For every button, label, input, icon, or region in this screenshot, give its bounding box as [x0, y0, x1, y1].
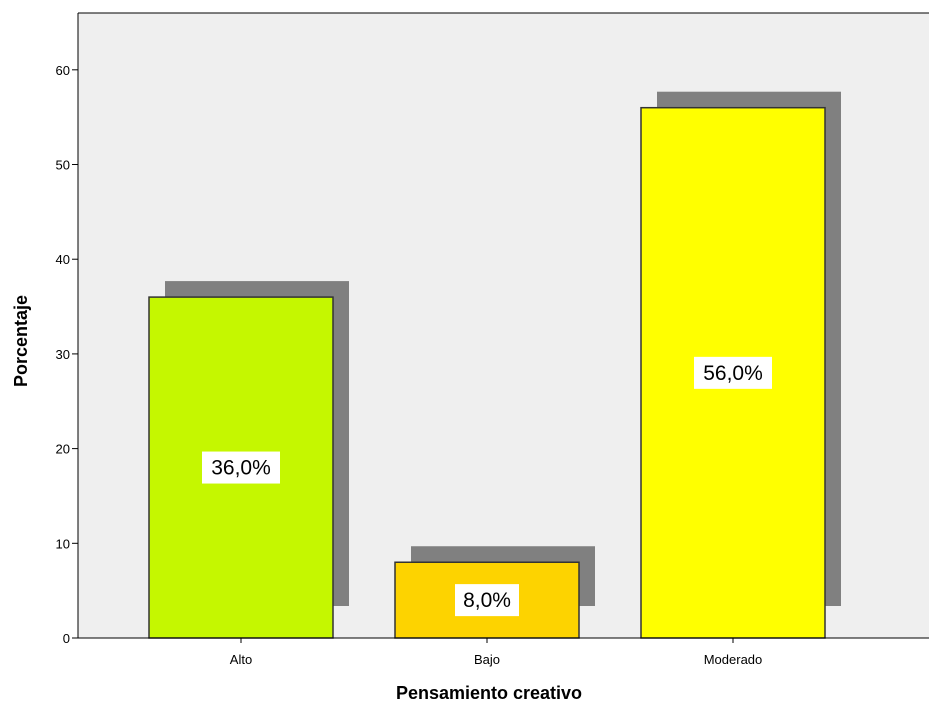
- y-tick-label: 10: [56, 536, 70, 551]
- y-tick-label: 30: [56, 347, 70, 362]
- data-label-box: [694, 356, 772, 389]
- y-axis-title: Porcentaje: [11, 295, 31, 387]
- data-label-box: [202, 451, 280, 484]
- x-tick-label: Alto: [230, 652, 252, 667]
- data-label-box: [455, 584, 519, 617]
- data-label: 36,0%: [202, 451, 280, 484]
- y-tick-label: 50: [56, 158, 70, 173]
- x-tick-label: Bajo: [474, 652, 500, 667]
- y-tick-label: 40: [56, 252, 70, 267]
- data-label: 8,0%: [455, 584, 519, 617]
- data-label-text: 56,0%: [703, 362, 763, 385]
- y-tick-label: 20: [56, 442, 70, 457]
- y-axis-ticks: 0 10 20 30 40 50 60: [56, 63, 78, 646]
- y-tick-label: 60: [56, 63, 70, 78]
- y-tick-label: 0: [63, 631, 70, 646]
- data-label-text: 8,0%: [463, 589, 511, 612]
- x-axis-title: Pensamiento creativo: [396, 683, 582, 703]
- data-labels: 36,0% 8,0% 56,0%: [202, 356, 772, 617]
- x-axis-ticks: Alto Bajo Moderado: [230, 638, 762, 667]
- data-label: 56,0%: [694, 356, 772, 389]
- data-label-text: 36,0%: [211, 457, 271, 480]
- bar-moderado: [640, 106, 826, 639]
- x-tick-label: Moderado: [704, 652, 763, 667]
